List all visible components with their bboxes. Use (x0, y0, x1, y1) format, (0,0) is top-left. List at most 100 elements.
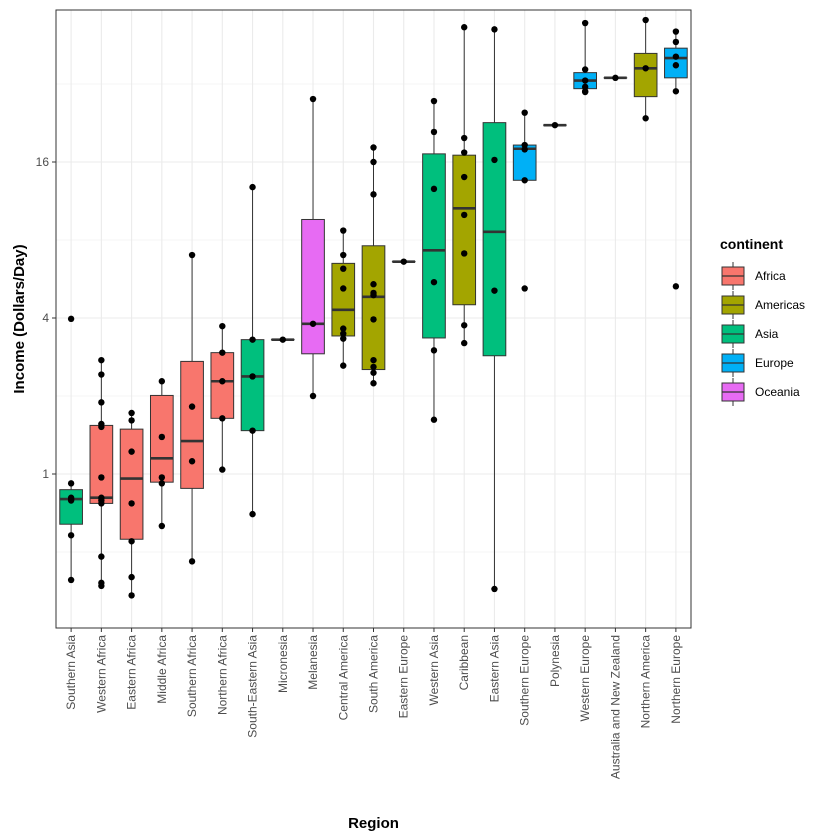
data-point (370, 291, 377, 299)
y-axis-title: Income (Dollars/Day) (11, 244, 28, 393)
data-point (370, 316, 377, 323)
y-tick-label: 1 (42, 467, 49, 481)
data-point (521, 285, 528, 292)
box-iqr (210, 352, 235, 419)
legend-item-europe: Europe (721, 349, 794, 377)
data-point (461, 211, 468, 219)
boxes-layer (59, 20, 688, 596)
x-tick-label: Southern Europe (518, 635, 532, 726)
data-point (612, 74, 619, 82)
data-point (219, 349, 226, 356)
data-point (370, 356, 377, 364)
x-tick-label: South-Eastern Asia (246, 635, 260, 738)
data-point (128, 448, 135, 455)
data-point (249, 336, 256, 343)
data-point (309, 392, 317, 400)
data-point (461, 24, 468, 31)
data-point (158, 522, 166, 530)
data-point (67, 315, 75, 323)
data-point (219, 466, 226, 473)
points-layer (67, 16, 680, 599)
box-melanesia (301, 99, 325, 396)
x-tick-label: Western Africa (94, 635, 108, 713)
data-point (642, 16, 649, 24)
x-tick-label: Eastern Europe (397, 635, 411, 719)
data-point (430, 97, 438, 105)
box-iqr (240, 339, 265, 432)
legend-title: continent (720, 236, 783, 252)
x-tick-label: Caribbean (457, 635, 471, 690)
data-point (98, 500, 105, 507)
legend-item-oceania: Oceania (721, 378, 800, 406)
data-point (430, 278, 438, 286)
data-point (461, 134, 468, 142)
data-point (642, 115, 649, 122)
data-point (461, 173, 468, 181)
x-tick-label: Southern Africa (185, 635, 199, 717)
data-point (672, 38, 680, 46)
box-iqr (482, 122, 507, 357)
data-point (158, 474, 166, 481)
x-axis: Southern Asia Western Africa Eastern Afric… (64, 628, 683, 779)
data-point (340, 265, 347, 272)
box-south-eastern-asia (240, 187, 265, 515)
data-point (642, 65, 649, 72)
data-point (340, 325, 347, 332)
data-point (219, 415, 226, 422)
box-western-asia (422, 101, 446, 420)
x-tick-label: Eastern Africa (125, 635, 139, 710)
data-point (158, 378, 166, 385)
legend-label: Europe (755, 356, 794, 370)
data-point (128, 409, 135, 417)
data-point (400, 258, 407, 265)
legend-item-africa: Africa (721, 262, 786, 290)
x-tick-label: Northern Africa (215, 635, 229, 715)
data-point (219, 322, 226, 330)
box-northern-america (633, 20, 658, 119)
data-point (67, 576, 75, 584)
data-point (249, 373, 256, 380)
data-point (461, 322, 468, 329)
data-point (672, 53, 680, 60)
x-tick-label: Central America (336, 635, 350, 721)
data-point (672, 88, 680, 95)
data-point (370, 191, 377, 198)
x-tick-label: South America (367, 635, 381, 713)
x-tick-label: Melanesia (306, 635, 320, 690)
data-point (340, 227, 347, 234)
data-point (672, 283, 680, 290)
data-point (430, 416, 438, 423)
box-iqr (422, 153, 446, 339)
data-point (128, 538, 135, 545)
data-point (340, 335, 347, 342)
data-point (309, 95, 317, 103)
data-point (430, 128, 438, 136)
data-point (340, 285, 347, 292)
data-point (672, 28, 680, 35)
box-southern-africa (180, 255, 204, 562)
data-point (461, 250, 468, 257)
data-point (249, 183, 256, 191)
data-point (430, 185, 438, 193)
x-tick-label: Southern Asia (64, 635, 78, 710)
data-point (370, 158, 377, 166)
data-point (340, 362, 347, 369)
x-tick-label: Western Asia (427, 635, 441, 706)
data-point (461, 339, 468, 347)
data-point (98, 371, 105, 378)
y-tick-label: 4 (42, 311, 49, 325)
data-point (98, 399, 105, 406)
y-tick-label: 16 (36, 155, 50, 169)
x-tick-label: Northern America (639, 635, 653, 729)
data-point (98, 474, 105, 481)
legend-label: Oceania (755, 385, 800, 399)
data-point (249, 427, 256, 434)
data-point (340, 330, 347, 337)
data-point (188, 251, 196, 259)
data-point (521, 177, 528, 184)
legend-label: Asia (755, 327, 779, 341)
data-point (98, 356, 105, 364)
data-point (158, 433, 166, 441)
x-tick-label: Western Europe (578, 635, 592, 722)
